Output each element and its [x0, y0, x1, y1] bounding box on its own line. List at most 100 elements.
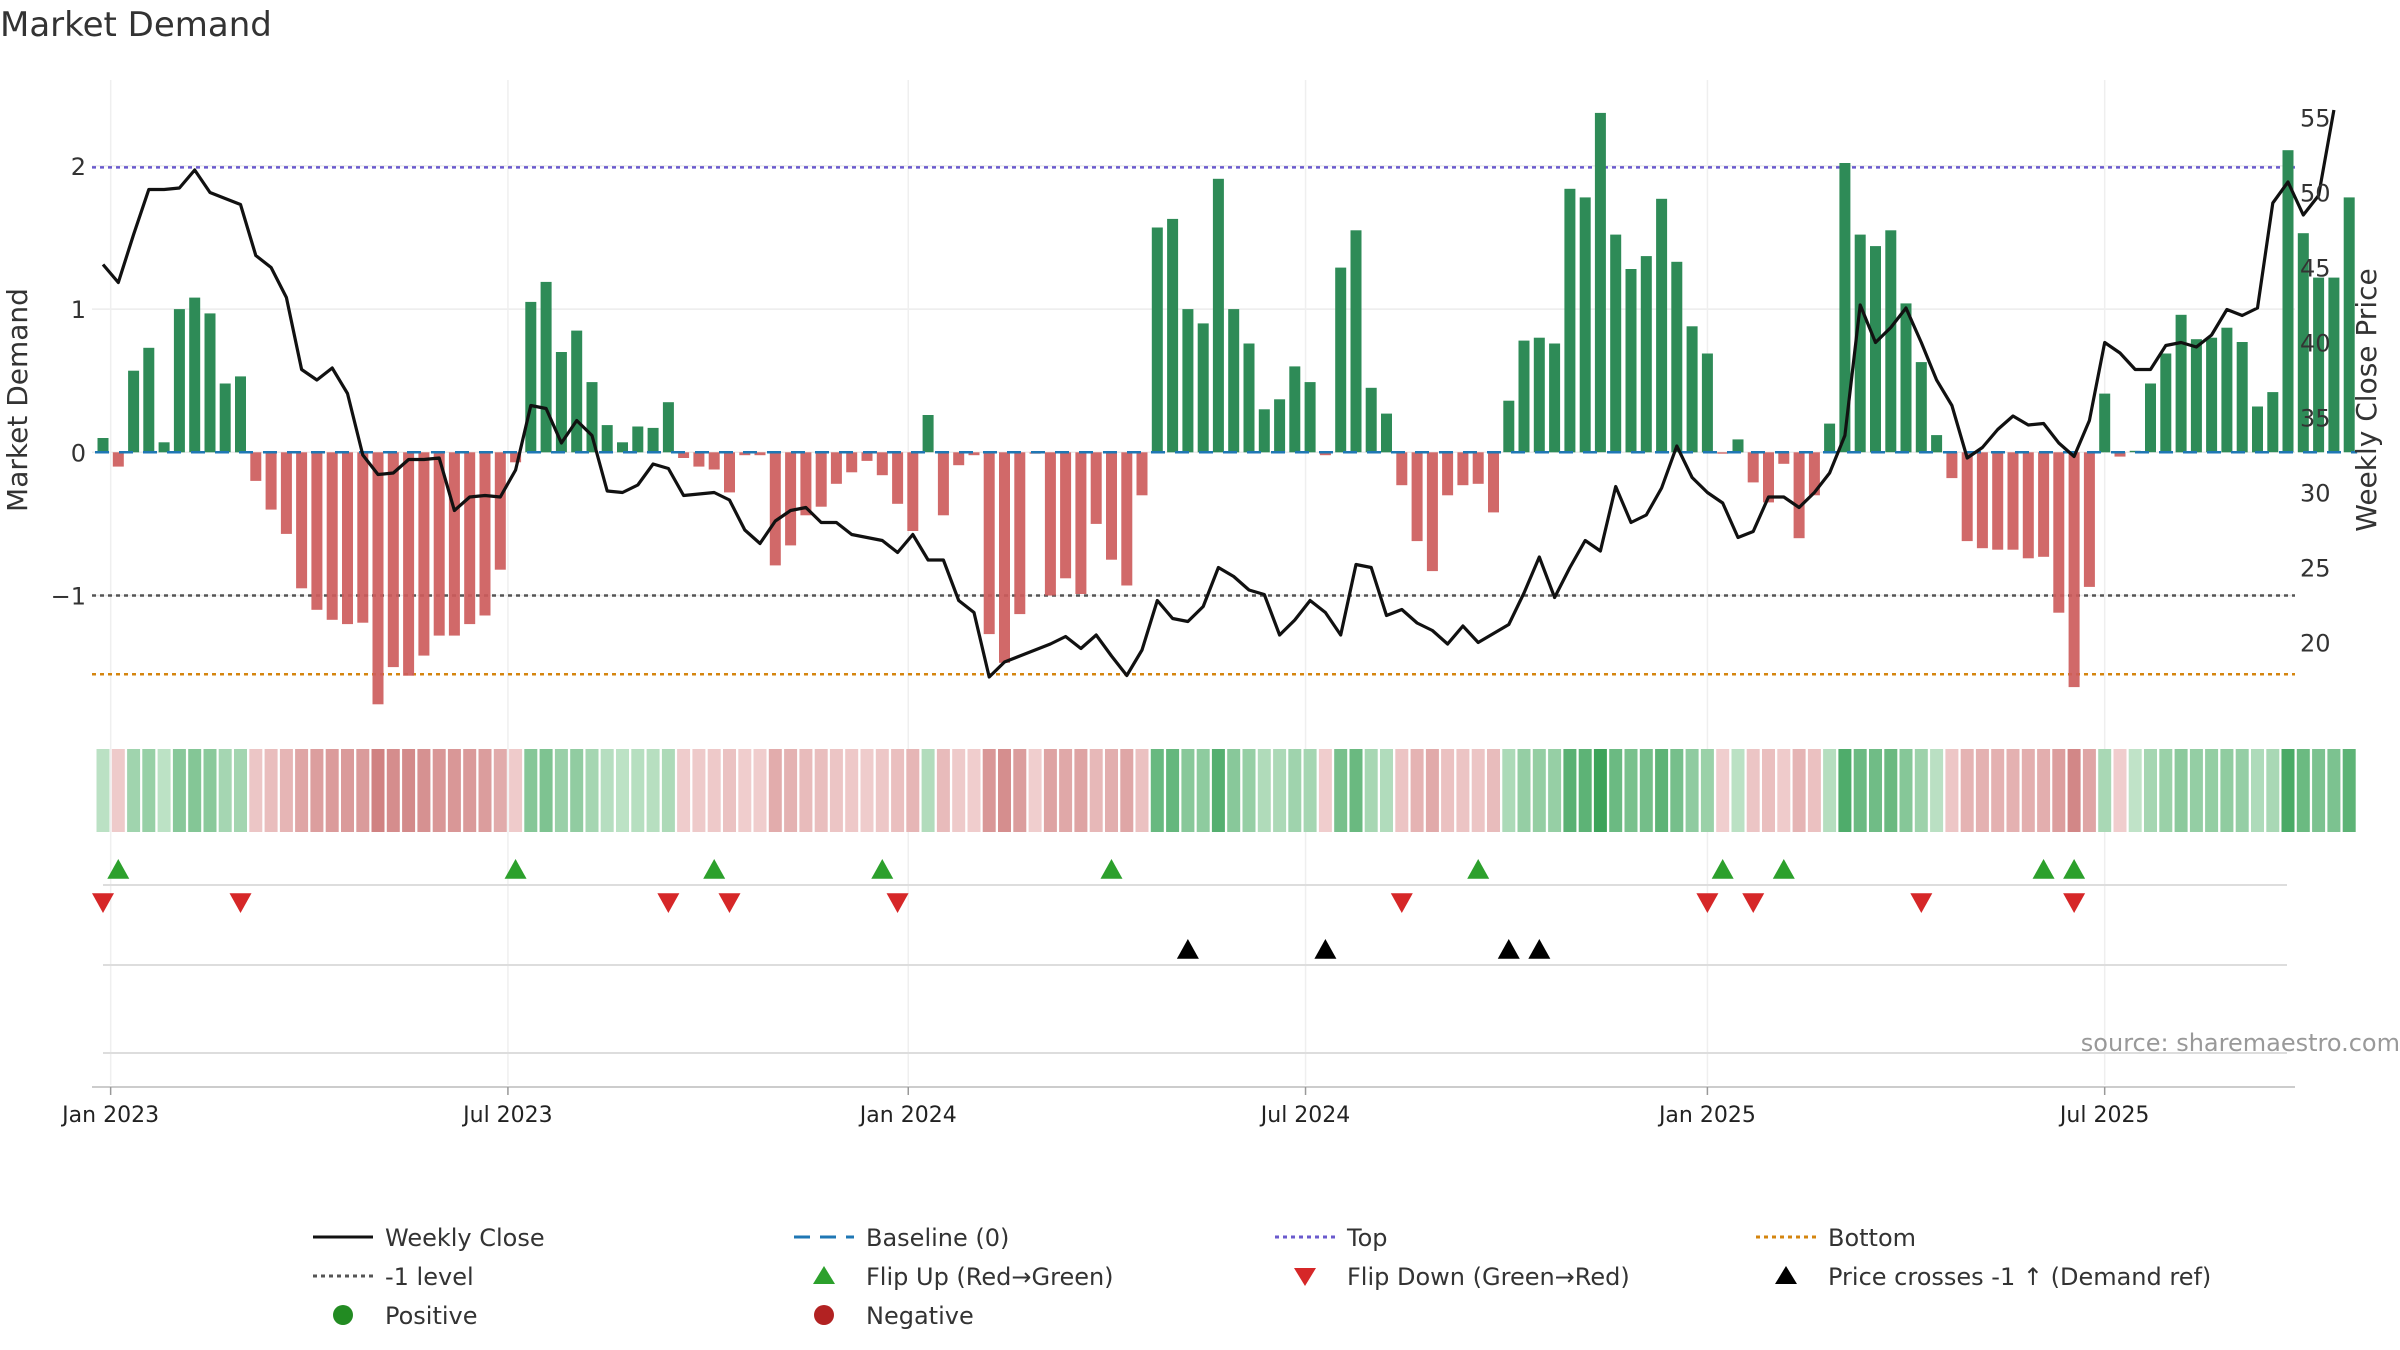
heat-cell [1227, 749, 1241, 832]
demand-bar [1304, 382, 1316, 453]
demand-bar [1319, 452, 1331, 456]
demand-bar [143, 347, 155, 453]
demand-bar [846, 452, 858, 473]
y-right-tick-label: 55 [2300, 105, 2331, 133]
demand-bar [1717, 452, 1729, 454]
demand-bar [1060, 452, 1072, 579]
heat-cell [417, 749, 431, 832]
demand-bar [1961, 452, 1973, 542]
y-left-tick-label: −1 [51, 582, 86, 610]
demand-bar [158, 442, 170, 453]
demand-bar [555, 352, 567, 453]
legend-swatch-negative [814, 1305, 834, 1325]
heat-cell [875, 749, 889, 832]
heat-cell [2296, 749, 2310, 832]
demand-bar [525, 301, 537, 453]
demand-bar [1992, 452, 2004, 550]
demand-bar [1121, 452, 1133, 586]
legend-label: Price crosses -1 ↑ (Demand ref) [1828, 1263, 2211, 1291]
heat-cell [1593, 749, 1607, 832]
flip-down-marker [1390, 893, 1413, 913]
demand-bar [1381, 413, 1392, 453]
heat-cell [1945, 749, 1959, 832]
demand-bar [372, 452, 384, 705]
demand-bar [2114, 452, 2126, 457]
demand-bar [693, 452, 705, 467]
flip-up-marker [1467, 859, 1490, 879]
heat-cell [2266, 749, 2280, 832]
heat-cell [1059, 749, 1073, 832]
demand-bar [1472, 452, 1484, 484]
heat-cell [1960, 749, 1974, 832]
heat-cell [1792, 749, 1806, 832]
demand-bar [876, 452, 888, 476]
demand-bar [1457, 452, 1469, 486]
demand-bar [2206, 337, 2218, 453]
demand-bar [1763, 452, 1774, 503]
heat-cell [1869, 749, 1882, 832]
signal-markers [92, 859, 2287, 1054]
heat-cell [2113, 749, 2127, 832]
demand-bar [494, 452, 506, 570]
heat-cell [570, 749, 584, 832]
demand-bar [448, 452, 460, 636]
heat-cell [127, 749, 141, 832]
demand-bar [830, 452, 842, 484]
heat-cell [631, 749, 645, 832]
demand-bar [800, 452, 812, 516]
demand-bar [1243, 343, 1255, 453]
legend-label: Flip Down (Green→Red) [1347, 1263, 1630, 1291]
demand-bar [265, 452, 277, 510]
heat-cell [157, 749, 171, 832]
heat-cell [1884, 749, 1898, 832]
heat-cell [1150, 749, 1164, 832]
flip-up-marker [504, 859, 527, 879]
flip-down-marker [229, 893, 252, 913]
heat-cell [1685, 749, 1699, 832]
x-tick-label: Jan 2024 [858, 1103, 957, 1128]
demand-bar [128, 370, 140, 453]
heat-cell [1532, 749, 1546, 832]
legend-label: Positive [385, 1302, 478, 1330]
heat-cell [1991, 749, 2005, 832]
heat-cell [1395, 749, 1409, 832]
heat-cell [1930, 749, 1944, 832]
heat-cell [2235, 749, 2249, 832]
demand-bar [2236, 342, 2248, 453]
flip-up-marker [2063, 859, 2086, 879]
heat-cell [188, 749, 202, 832]
demand-bar [1686, 326, 1698, 453]
demand-bar [326, 452, 338, 620]
heat-cell [1716, 749, 1730, 832]
demand-bar [464, 452, 476, 625]
heat-cell [600, 749, 614, 832]
demand-bar [2145, 383, 2156, 453]
demand-bar [2267, 392, 2279, 453]
price-cross-marker [1528, 939, 1551, 959]
y-axis-left-label: Market Demand [1, 288, 34, 512]
heat-cell [1242, 749, 1256, 832]
heat-cell [1456, 749, 1470, 832]
heat-cell [906, 749, 920, 832]
heat-cell [402, 749, 416, 832]
demand-bar [739, 452, 751, 456]
heat-cell [2021, 749, 2035, 832]
heat-cell [616, 749, 629, 832]
demand-bar [1793, 452, 1805, 539]
demand-bar [1044, 452, 1056, 596]
heat-cell [1303, 749, 1317, 832]
demand-bar [235, 376, 246, 453]
heat-cell [829, 749, 843, 832]
demand-bar [1136, 452, 1148, 496]
demand-bar [662, 402, 674, 453]
heat-cell [249, 749, 263, 832]
heat-cell [1777, 749, 1791, 832]
heat-cell [325, 749, 339, 832]
demand-bar [571, 330, 583, 453]
heat-cell [692, 749, 706, 832]
demand-bar [1808, 452, 1820, 496]
heat-cell [723, 749, 736, 832]
heat-cell [172, 749, 186, 832]
y-left-tick-label: 1 [71, 296, 86, 324]
